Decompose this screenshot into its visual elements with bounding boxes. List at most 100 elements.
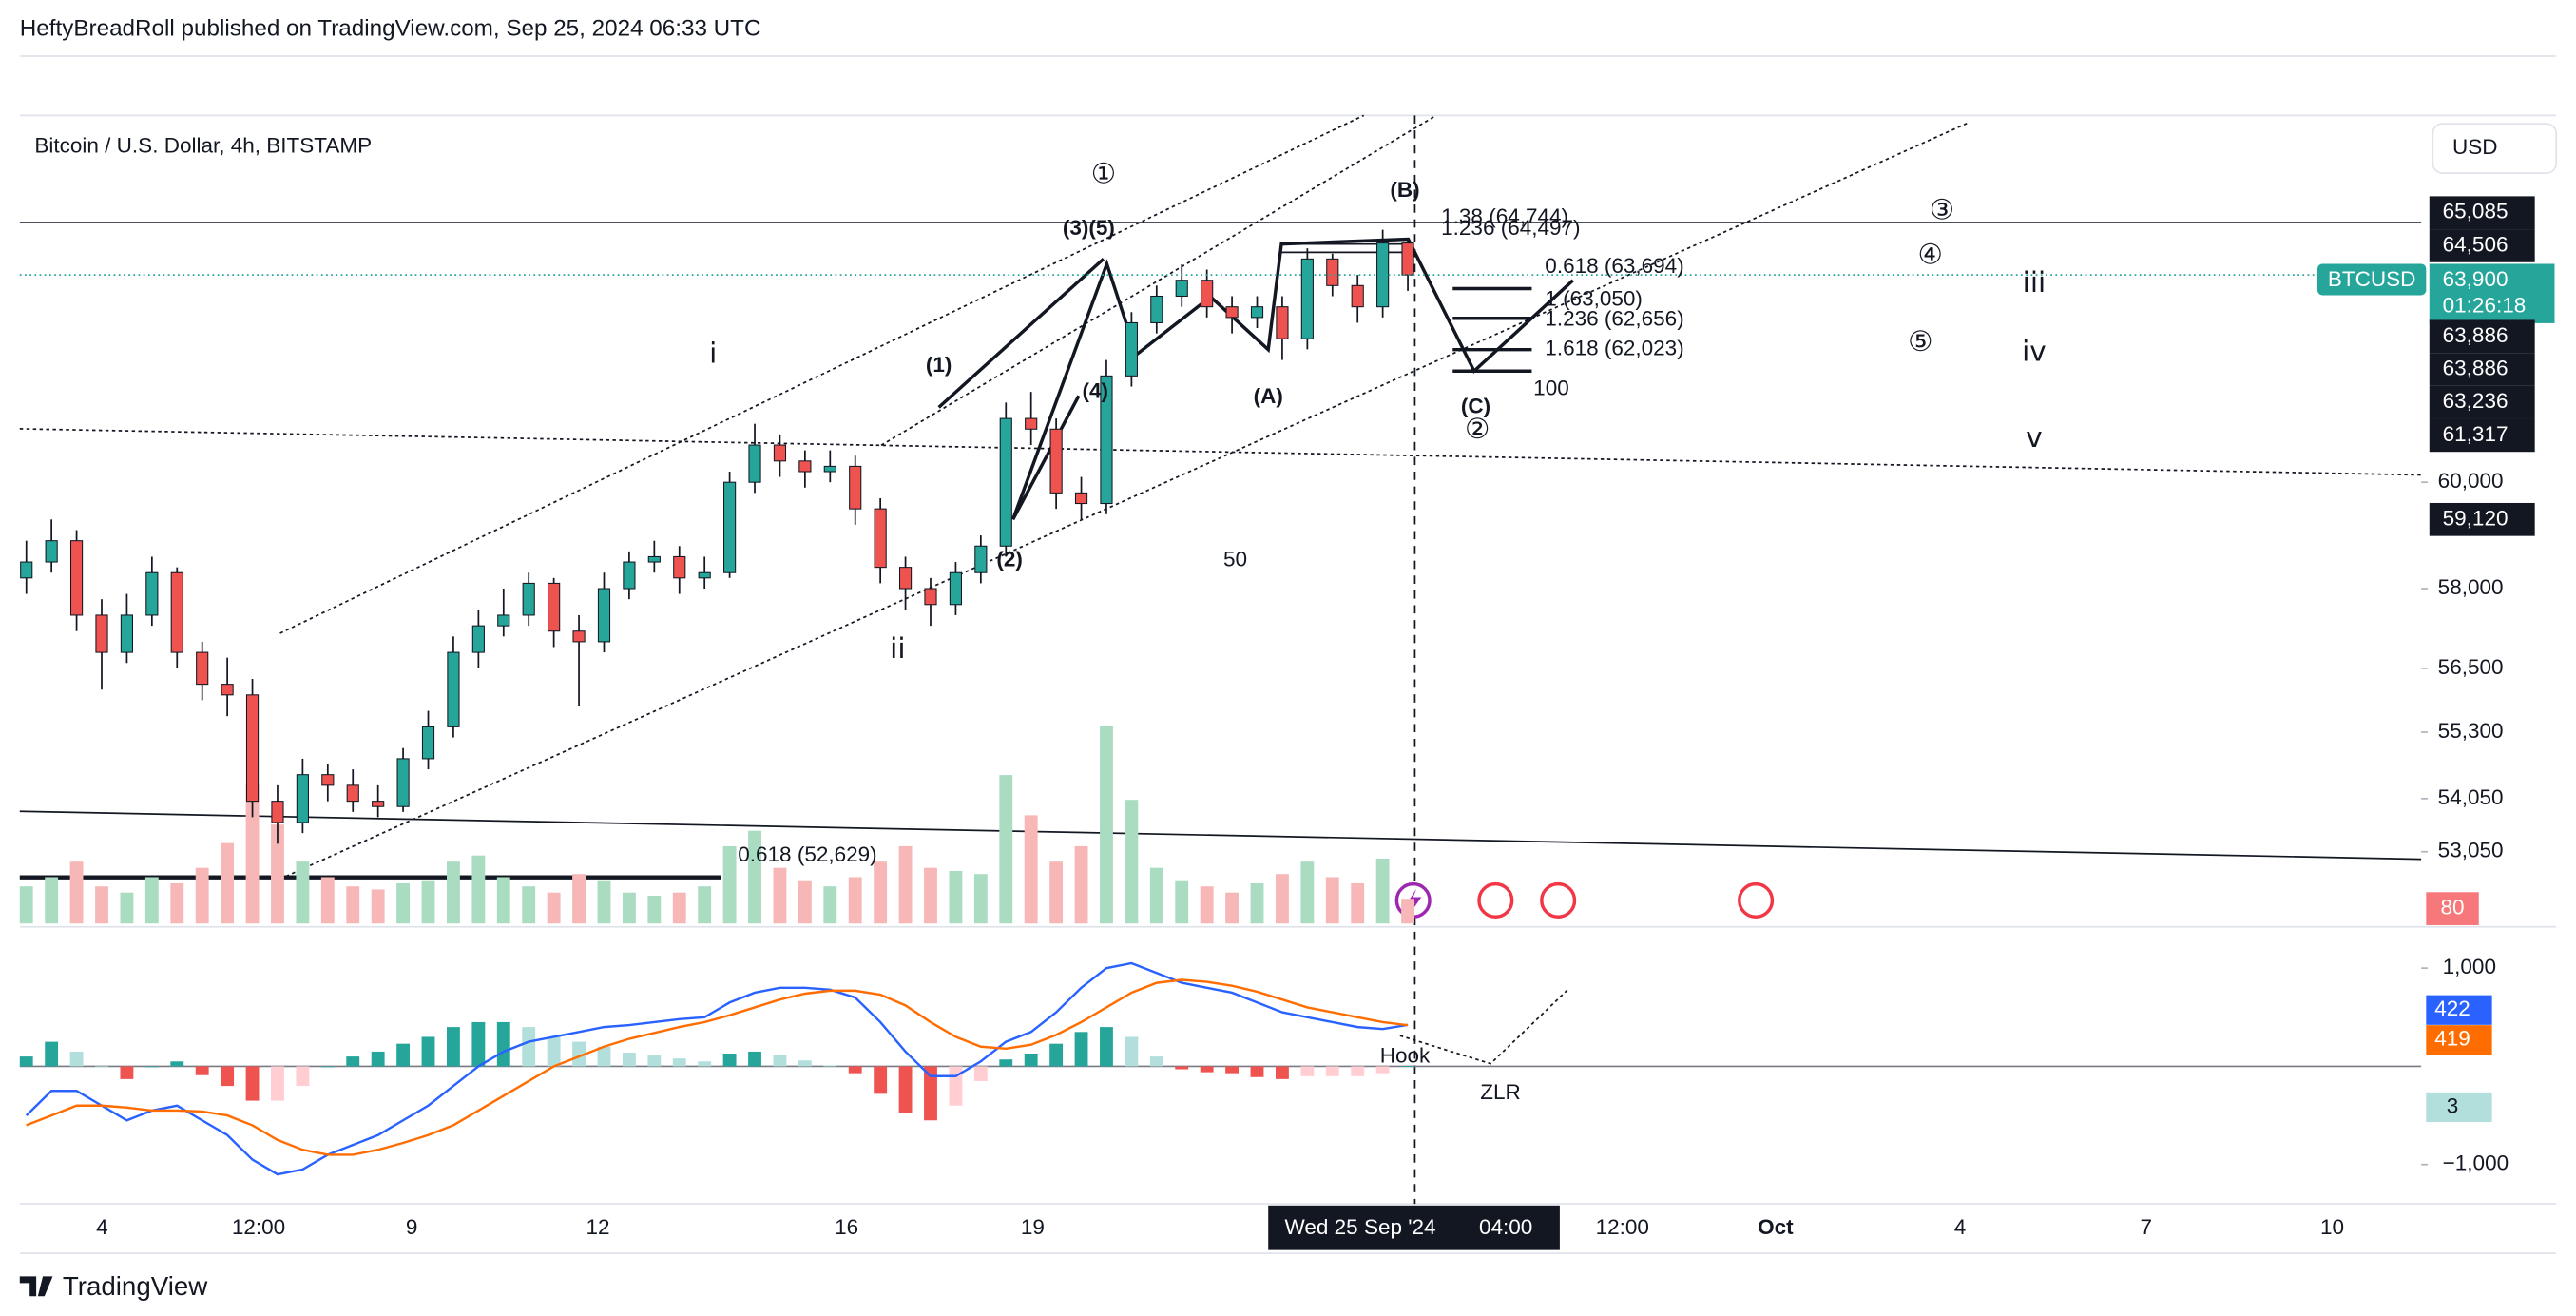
histogram-bar (823, 1065, 837, 1067)
currency: USD (2452, 135, 2498, 159)
volume-bar (1100, 726, 1113, 924)
event-icon[interactable] (1540, 881, 1577, 919)
annotation: v (2026, 421, 2042, 454)
histogram-bar (471, 1021, 486, 1067)
candle-body (20, 561, 33, 579)
annotation: (2) (996, 548, 1023, 571)
histogram-bar (296, 1066, 310, 1087)
y-tick-label: −1,000 (2443, 1152, 2509, 1175)
macd-tag-label: 419 (2434, 1027, 2470, 1051)
price-tag (2429, 319, 2535, 354)
candle-body (1300, 258, 1314, 339)
volume-bar (296, 861, 310, 924)
currency-button[interactable] (2432, 123, 2558, 174)
price-tag (2429, 196, 2535, 230)
histogram-bar (320, 1066, 335, 1068)
histogram-bar (1149, 1056, 1163, 1067)
candle-body (245, 694, 260, 803)
candle-body (45, 540, 58, 563)
annotation: 0.618 (52,629) (738, 842, 876, 866)
volume-bar (949, 870, 963, 924)
drawings (19, 114, 2422, 1205)
histogram-bar (924, 1066, 937, 1121)
annotation: ZLR (1480, 1080, 1521, 1104)
candle-body (999, 417, 1012, 547)
annotation: (4) (1083, 379, 1109, 403)
histogram-bar (271, 1066, 284, 1101)
y-tick-label: 58,000 (2438, 575, 2504, 599)
volume-bar (1300, 861, 1315, 924)
candle-body (798, 460, 812, 473)
candle-body (1074, 492, 1088, 505)
volume-bar (1049, 861, 1064, 924)
volume-bar (597, 880, 611, 924)
candle-body (1100, 375, 1113, 505)
candle-body (497, 614, 510, 627)
histogram-bar (120, 1066, 134, 1079)
candle-body (723, 481, 737, 573)
histogram-bar (1276, 1066, 1289, 1079)
histogram-bar (421, 1036, 435, 1067)
y-tick-label: 60,000 (2438, 469, 2504, 493)
signal-line (26, 978, 1409, 1156)
candle-body (296, 774, 309, 823)
candle-body (1125, 321, 1138, 377)
volume-bar (1325, 877, 1339, 924)
macd-tag-label: 3 (2447, 1093, 2459, 1117)
histogram-bar (1300, 1066, 1315, 1076)
annotation: (1) (926, 353, 952, 377)
candle-body (698, 571, 711, 579)
annotation: 1.618 (62,023) (1545, 337, 1683, 360)
volume-bar (672, 892, 686, 924)
x-tick-label: 4 (96, 1215, 108, 1239)
footer: TradingView (63, 1271, 208, 1301)
candle-body (471, 625, 485, 653)
candle-body (1150, 295, 1163, 323)
candle-body (1049, 428, 1063, 494)
candle-body (421, 726, 435, 760)
price-tag-label: 63,886 (2443, 323, 2509, 347)
current-price-name: BTCUSD (2328, 267, 2416, 291)
histogram-bar (522, 1027, 536, 1067)
candle-body (145, 571, 159, 616)
histogram-bar (1325, 1066, 1339, 1076)
macd-tag (2426, 1025, 2492, 1055)
annotation: (C) (1461, 394, 1490, 417)
candle-body (321, 774, 335, 786)
event-icon[interactable] (1738, 881, 1775, 919)
histogram-bar (496, 1021, 510, 1067)
histogram-bar (1401, 1066, 1414, 1067)
histogram-bar (371, 1051, 385, 1067)
histogram-bar (245, 1066, 260, 1101)
annotation: 1.236 (62,656) (1545, 306, 1683, 330)
x-tick-label: 12:00 (232, 1215, 285, 1239)
volume-tag-label: 80 (2441, 896, 2465, 919)
volume-bar (120, 892, 134, 924)
volume-bar (371, 889, 385, 924)
histogram-bar (45, 1041, 59, 1067)
volume-bar (271, 824, 284, 924)
histogram-bar (1225, 1066, 1240, 1074)
volume-bar (924, 867, 937, 924)
candle-body (773, 444, 787, 462)
event-icon[interactable] (1477, 881, 1514, 919)
y-tick-label: 54,050 (2438, 785, 2504, 809)
candle-body (572, 630, 586, 643)
volume-bar (1250, 882, 1264, 924)
histogram-bar (773, 1055, 787, 1067)
candle-body (673, 555, 686, 579)
histogram-bar (698, 1061, 712, 1067)
channel-line (279, 114, 1365, 634)
candle-body (447, 651, 460, 727)
volume-bar (773, 867, 787, 924)
volume-bar (1401, 899, 1414, 924)
candle-body (849, 465, 862, 510)
volume-bar (572, 874, 586, 924)
candle-body (823, 465, 836, 473)
countdown: 01:26:18 (2443, 294, 2527, 318)
candle-body (1401, 242, 1414, 276)
volume-bar (622, 892, 636, 924)
price-tag (2429, 385, 2535, 419)
y-tick-label: 53,050 (2438, 839, 2504, 862)
